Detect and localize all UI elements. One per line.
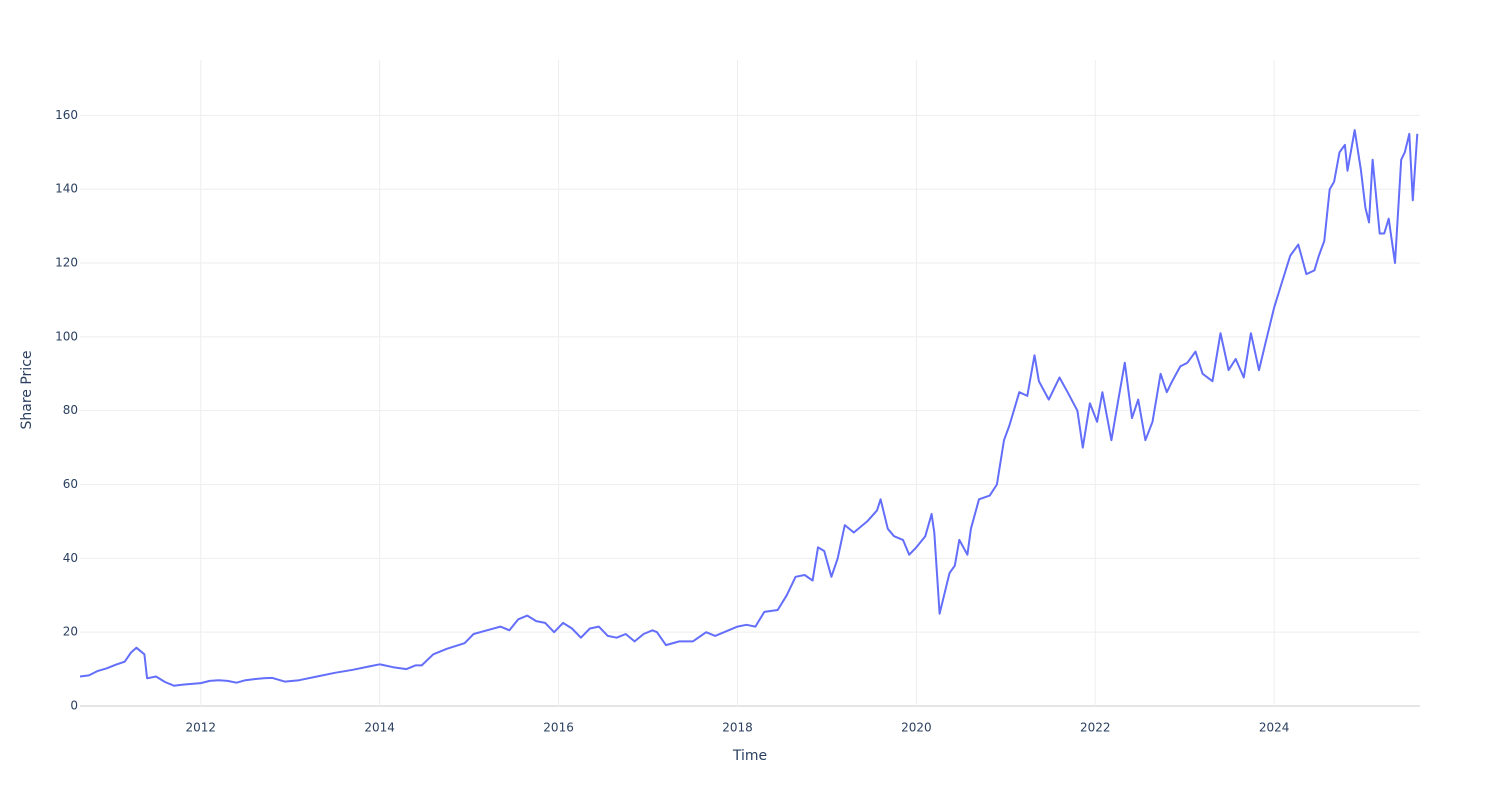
y-tick-label: 60 [63,477,78,491]
y-tick-label: 100 [55,329,78,343]
x-tick-label: 2014 [364,721,395,735]
x-tick-label: 2024 [1259,721,1290,735]
x-tick-label: 2022 [1080,721,1111,735]
y-tick-label: 80 [63,403,78,417]
x-axis-title: Time [732,748,767,764]
y-tick-label: 140 [55,182,78,196]
x-tick-label: 2012 [185,721,216,735]
x-tick-label: 2016 [543,721,574,735]
x-tick-label: 2018 [722,721,753,735]
y-tick-label: 20 [63,625,78,639]
x-tick-label: 2020 [901,721,932,735]
y-tick-label: 40 [63,551,78,565]
y-tick-label: 160 [55,108,78,122]
y-axis-title: Share Price [19,350,35,429]
y-tick-label: 0 [70,699,78,713]
y-tick-label: 120 [55,256,78,270]
line-series [79,129,1419,687]
